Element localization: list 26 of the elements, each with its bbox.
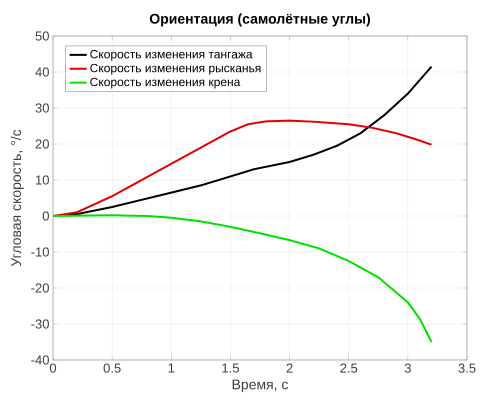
x-tick-label: 1.5: [222, 364, 239, 373]
y-tick-label: -10: [31, 247, 49, 257]
legend-label: Скорость изменения тангажа: [90, 50, 253, 61]
y-tick-label: 40: [35, 67, 49, 77]
x-axis-title: Время, с: [232, 380, 288, 392]
chart-title: Ориентация (самолётные углы): [150, 13, 370, 26]
line-series: [53, 214, 433, 344]
x-tick-label: 1: [168, 364, 174, 372]
legend-label: Скорость изменения крена: [90, 78, 240, 89]
x-tick-label: 3.5: [458, 364, 476, 373]
y-axis-title: Угловая скорость, °/с: [10, 130, 24, 266]
y-tick-label: 30: [36, 103, 49, 113]
y-tick-label: -40: [31, 355, 49, 365]
y-tick-label: 10: [36, 175, 49, 185]
x-tick-label: 0.5: [104, 364, 121, 373]
x-tick-label: 0: [50, 364, 56, 373]
x-tick-label: 2: [286, 364, 293, 373]
x-tick-label: 3: [404, 364, 411, 373]
line-series: [53, 120, 433, 218]
y-tick-label: -20: [31, 283, 49, 293]
y-tick-label: 50: [36, 31, 49, 41]
legend-label: Скорость изменения рысканья: [90, 64, 260, 75]
y-tick-label: 20: [36, 139, 49, 149]
x-tick-label: 2.5: [340, 364, 358, 373]
y-tick-label: 0: [42, 211, 49, 221]
y-tick-label: -30: [31, 319, 49, 329]
